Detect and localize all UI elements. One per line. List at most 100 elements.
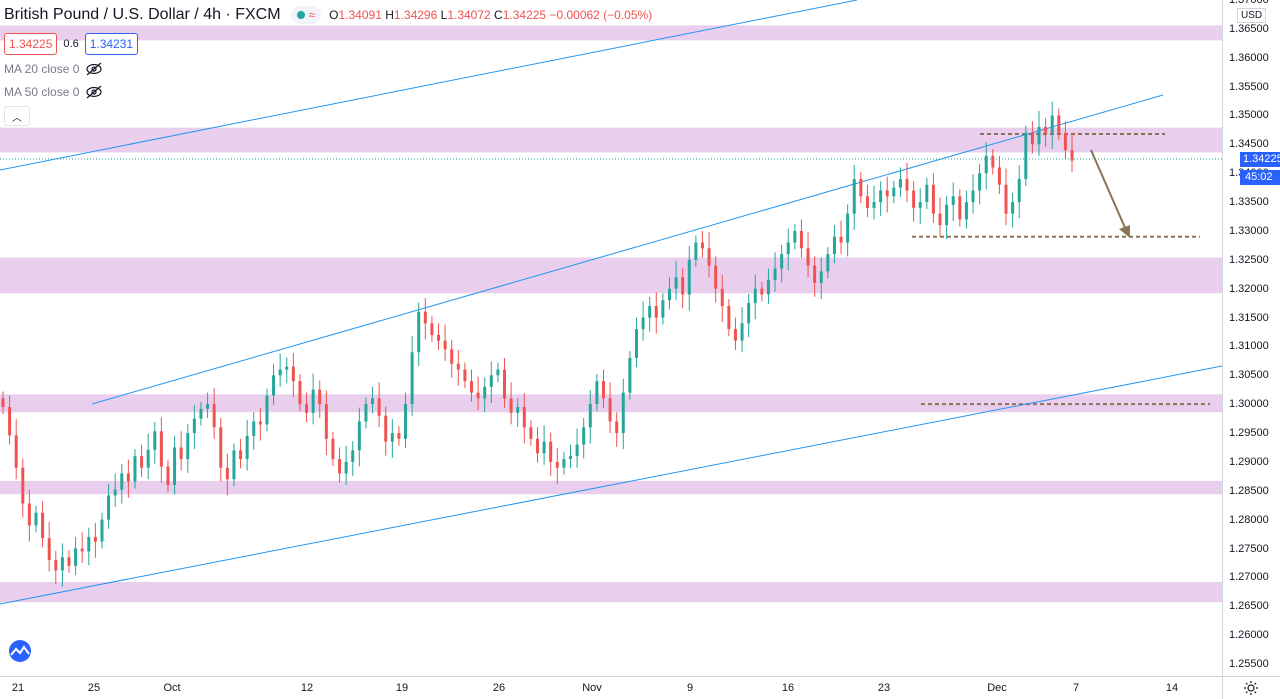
candle-body xyxy=(694,242,698,260)
candle-body xyxy=(60,557,64,571)
time-tick-label: 14 xyxy=(1165,682,1179,694)
candle-body xyxy=(773,268,777,281)
price-tick-label: 1.33000 xyxy=(1229,224,1269,237)
candle-body xyxy=(344,461,348,474)
price-tick-label: 1.37000 xyxy=(1229,0,1269,6)
candle-body xyxy=(905,178,909,191)
indicator-ma20[interactable]: MA 20 close 0 xyxy=(4,60,652,78)
candle-body xyxy=(516,407,520,413)
tradingview-logo-icon[interactable] xyxy=(6,640,34,662)
trend-channel[interactable] xyxy=(0,0,1222,605)
candle-body xyxy=(476,392,480,399)
candle-body xyxy=(793,230,797,243)
candle-body xyxy=(806,248,810,266)
time-tick-label: Oct xyxy=(163,682,181,694)
candle-body xyxy=(390,433,394,442)
buy-button[interactable]: 1.34231 xyxy=(84,33,139,55)
candle-body xyxy=(813,265,817,283)
time-tick-label: 26 xyxy=(492,682,506,694)
candle-body xyxy=(621,392,625,434)
price-tick-label: 1.32000 xyxy=(1229,282,1269,295)
sell-button[interactable]: 1.34225 xyxy=(4,33,58,55)
candle-body xyxy=(661,300,665,318)
candle-body xyxy=(232,450,236,480)
price-axis[interactable]: 1.37000 1.36500 1.36000 1.35500 1.35000 1.345… xyxy=(1222,0,1280,676)
candle-body xyxy=(892,187,896,197)
candle-body xyxy=(285,366,289,370)
collapse-legend-button[interactable]: ︿ xyxy=(4,106,30,126)
candle-body xyxy=(364,404,368,422)
candle-body xyxy=(67,557,71,566)
channel-bottom-line[interactable] xyxy=(0,365,1222,605)
candle-body xyxy=(615,421,619,434)
candle-body xyxy=(575,444,579,457)
channel-mid-line[interactable] xyxy=(91,94,1164,405)
candle-body xyxy=(74,548,78,566)
candle-body xyxy=(113,489,117,496)
candle-body xyxy=(568,456,572,460)
time-tick-label: 25 xyxy=(87,682,101,694)
candle-body xyxy=(839,236,843,243)
candle-body xyxy=(384,415,388,442)
candle-body xyxy=(265,395,269,425)
symbol-title[interactable]: British Pound / U.S. Dollar / 4h · FXCM xyxy=(4,6,281,23)
candle-body xyxy=(865,196,869,208)
plot-pane[interactable] xyxy=(0,0,1222,676)
candle-body xyxy=(93,536,97,542)
candle-body xyxy=(219,427,223,468)
candle-body xyxy=(47,538,51,561)
candle-body xyxy=(430,323,434,335)
price-tick-label: 1.31500 xyxy=(1229,311,1269,324)
candle-body xyxy=(951,196,955,205)
candle-body xyxy=(859,178,863,197)
eye-crossed-icon[interactable] xyxy=(85,62,103,76)
market-status-pill[interactable]: ≈ xyxy=(290,6,322,24)
price-tick-label: 1.26000 xyxy=(1229,629,1269,642)
candle-body xyxy=(879,190,883,203)
candle-body xyxy=(582,427,586,445)
candle-body xyxy=(87,536,91,552)
price-tick-label: 1.29500 xyxy=(1229,427,1269,440)
price-tick-label: 1.35000 xyxy=(1229,109,1269,122)
candle-body xyxy=(766,280,770,295)
time-axis[interactable]: 21 25 Oct 12 19 26 Nov 9 16 23 Dec 7 14 xyxy=(0,676,1222,699)
candle-body xyxy=(252,421,256,436)
candle-body xyxy=(958,196,962,220)
candle-body xyxy=(1063,132,1067,151)
indicator-ma50[interactable]: MA 50 close 0 xyxy=(4,83,652,101)
candle-body xyxy=(107,495,111,520)
candle-body xyxy=(173,447,177,486)
candle-body xyxy=(588,404,592,428)
time-tick-label: 12 xyxy=(300,682,314,694)
currency-label[interactable]: USD xyxy=(1237,8,1267,23)
candle-body xyxy=(80,548,84,552)
wave-icon: ≈ xyxy=(308,8,316,22)
candle-body xyxy=(159,431,163,467)
price-tick-label: 1.27000 xyxy=(1229,571,1269,584)
price-tick-label: 1.35500 xyxy=(1229,80,1269,93)
eye-crossed-icon[interactable] xyxy=(85,85,103,99)
axis-corner xyxy=(1222,676,1280,699)
channel-top-line[interactable] xyxy=(0,0,858,171)
zone-rect xyxy=(0,582,1222,603)
legend: British Pound / U.S. Dollar / 4h · FXCM … xyxy=(4,4,652,126)
zone-rect xyxy=(0,257,1222,294)
candle-body xyxy=(324,404,328,439)
candle-body xyxy=(27,503,31,526)
candle-body xyxy=(258,421,262,425)
candle-body xyxy=(648,306,652,318)
candle-body xyxy=(654,306,658,318)
candle-body xyxy=(311,389,315,413)
gear-icon[interactable] xyxy=(1243,680,1259,696)
candle-body xyxy=(1004,184,1008,214)
projection-arrow[interactable] xyxy=(1090,149,1130,238)
candle-body xyxy=(819,271,823,283)
candle-body xyxy=(470,381,474,393)
candle-body xyxy=(21,467,25,504)
candle-body xyxy=(463,369,467,382)
candle-body xyxy=(991,155,995,168)
current-price-badge: 1.34225 xyxy=(1240,152,1280,167)
candle-body xyxy=(964,202,968,220)
time-tick-label: 16 xyxy=(781,682,795,694)
